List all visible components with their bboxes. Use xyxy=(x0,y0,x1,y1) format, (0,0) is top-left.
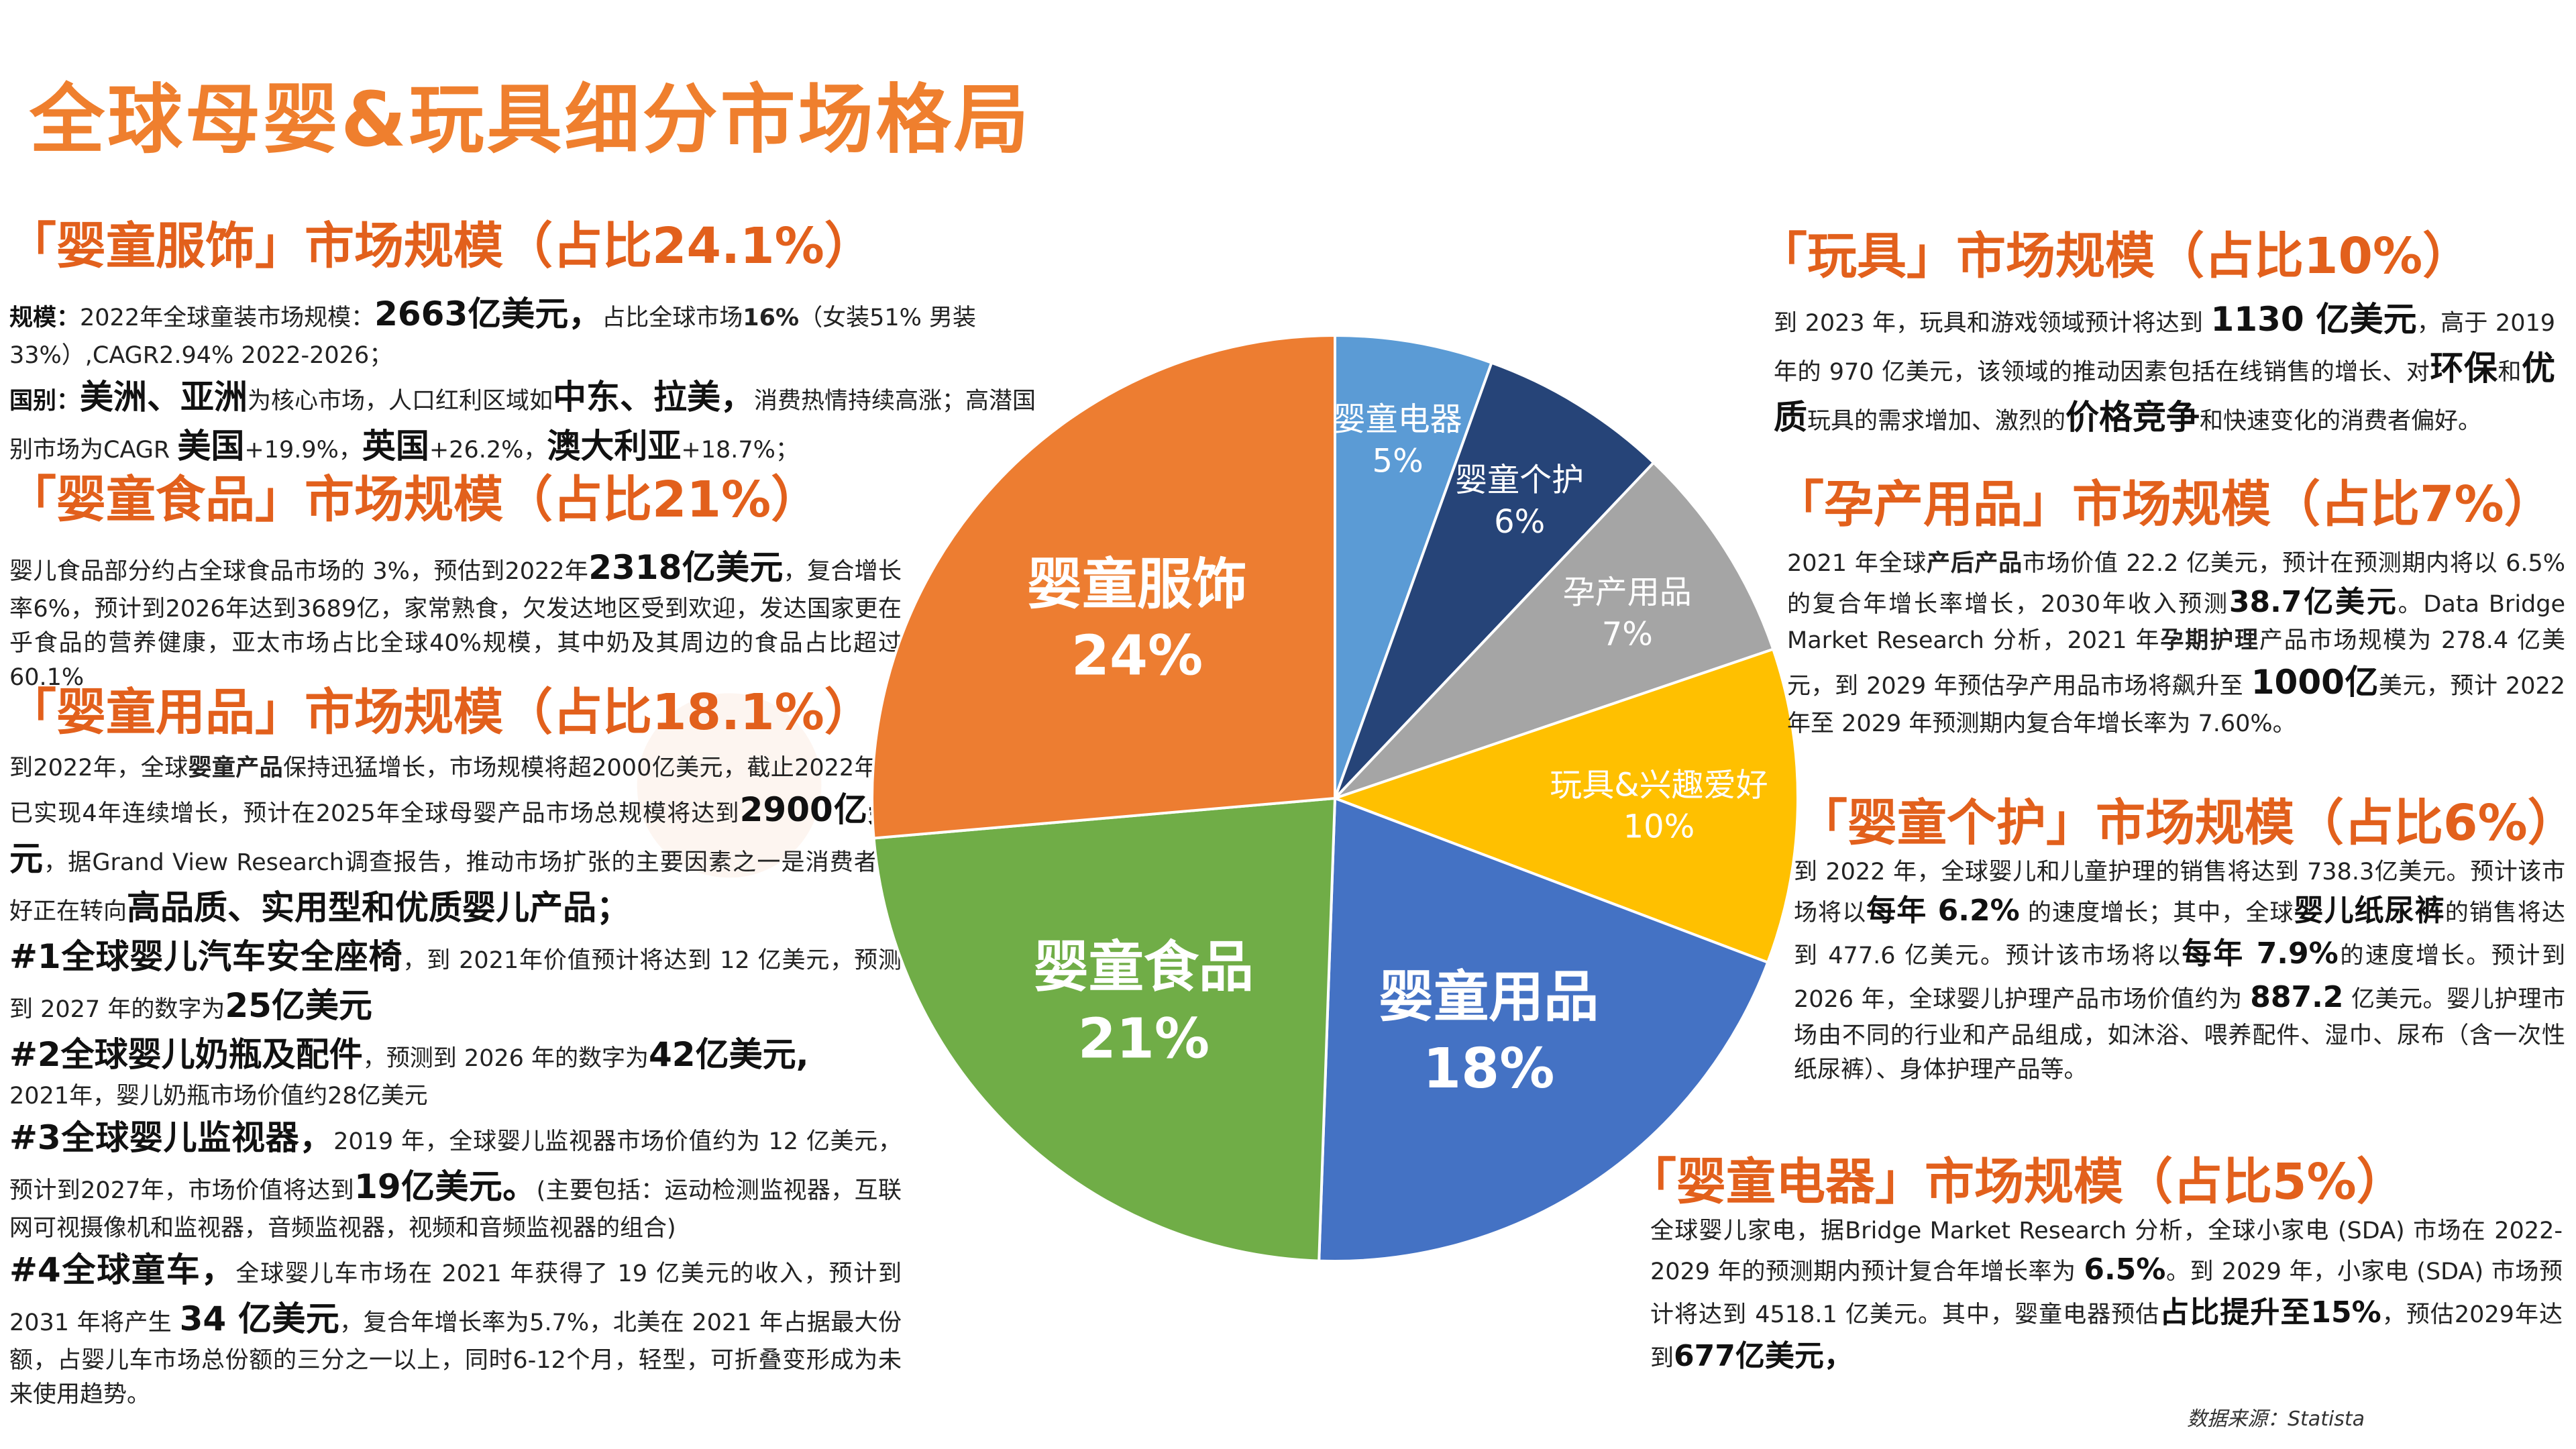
appliance-text: 全球婴儿家电，据Bridge Market Research 分析，全球小家电 … xyxy=(1650,1218,2563,1373)
pie-pct-5: 18% xyxy=(1423,1037,1554,1101)
pie-label-1: 婴童电器 xyxy=(1334,400,1462,438)
products-item-1: #1全球婴儿汽车安全座椅，到 2021年价值预计将达到 12 亿美元，预测到 2… xyxy=(9,937,902,1026)
heading-toys: 「玩具」市场规模（占比10%） xyxy=(1758,227,2473,285)
pie-slice-7 xyxy=(871,333,1336,840)
heading-products: 「婴童用品」市场规模（占比18.1%） xyxy=(7,684,874,741)
products-text: 到2022年，全球婴童产品保持迅猛增长，市场规模将超2000亿美元，截止2022… xyxy=(9,751,902,1412)
apparel-scale: 规模：2022年全球童装市场规模：2663亿美元，占比全球市场16%（女装51%… xyxy=(9,294,976,369)
food-text: 婴儿食品部分约占全球食品市场的 3%，预估到2022年2318亿美元，复合增长率… xyxy=(9,548,902,692)
pie-label-3: 孕产用品 xyxy=(1563,574,1692,611)
maternity-text: 2021 年全球产后产品市场价值 22.2 亿美元，预计在预测期内将以 6.5%… xyxy=(1787,550,2566,738)
pie-pct-6: 21% xyxy=(1078,1007,1210,1071)
pie-label-7: 婴童服饰 xyxy=(1027,553,1247,616)
apparel-text: 规模：2022年全球童装市场规模：2663亿美元，占比全球市场16%（女装51%… xyxy=(9,290,1042,471)
pie-pct-1: 5% xyxy=(1373,442,1424,480)
pie-slice-1 xyxy=(1334,333,1494,799)
pie-slice-3 xyxy=(1334,460,1775,800)
pie-label-2: 婴童个护 xyxy=(1455,462,1584,499)
products-item-3: #3全球婴儿监视器，2019 年，全球婴儿监视器市场价值约为 12 亿美元，预计… xyxy=(9,1118,902,1242)
pie-pct-7: 24% xyxy=(1071,625,1203,688)
pie-slice-2 xyxy=(1334,361,1656,800)
pie-pct-3: 7% xyxy=(1602,615,1653,653)
apparel-country: 国别：美洲、亚洲为核心市场，人口红利区域如中东、拉美，消费热情持续高涨；高潜国别… xyxy=(9,378,1036,466)
heading-apparel: 「婴童服饰」市场规模（占比24.1%） xyxy=(7,217,874,275)
pie-label-4: 玩具&兴趣爱好 xyxy=(1550,766,1768,804)
pie-slice-5 xyxy=(1318,796,1770,1263)
heading-food: 「婴童食品」市场规模（占比21%） xyxy=(7,471,821,529)
products-item-4: #4全球童车，全球婴儿车市场在 2021 年获得了 19 亿美元的收入，预计到 … xyxy=(9,1250,902,1409)
data-source-note: 数据来源：Statista xyxy=(2187,1407,2365,1431)
toys-text: 到 2023 年，玩具和游戏领域预计将达到 1130 亿美元，高于 2019 年… xyxy=(1774,300,2556,437)
pie-slice-4 xyxy=(1331,647,1799,965)
care-text: 到 2022 年，全球婴儿和儿童护理的销售将达到 738.3亿美元。预计该市场将… xyxy=(1794,859,2565,1083)
pie-pct-4: 10% xyxy=(1623,808,1695,846)
heading-appliance: 「婴童电器」市场规模（占比5%） xyxy=(1627,1153,2406,1211)
pie-label-6: 婴童食品 xyxy=(1034,936,1254,1000)
heading-care: 「婴童个护」市场规模（占比6%） xyxy=(1798,794,2576,852)
pie-slice-6 xyxy=(872,796,1337,1263)
heading-maternity: 「孕产用品」市场规模（占比7%） xyxy=(1774,476,2554,533)
page-title: 全球母婴&玩具细分市场格局 xyxy=(30,76,1032,164)
products-intro: 到2022年，全球婴童产品保持迅猛增长，市场规模将超2000亿美元，截止2022… xyxy=(9,755,902,928)
market-share-pie-chart: 婴童电器 5% 婴童个护 6% 孕产用品 7% 玩具&兴趣爱好 10% 婴童用品 18% 婴童食品 2… xyxy=(871,333,1799,1263)
pie-label-5: 婴童用品 xyxy=(1379,965,1599,1029)
pie-pct-2: 6% xyxy=(1494,503,1545,541)
products-item-2: #2全球婴儿奶瓶及配件，预测到 2026 年的数字为42亿美元, 2021年，婴儿… xyxy=(9,1035,809,1110)
